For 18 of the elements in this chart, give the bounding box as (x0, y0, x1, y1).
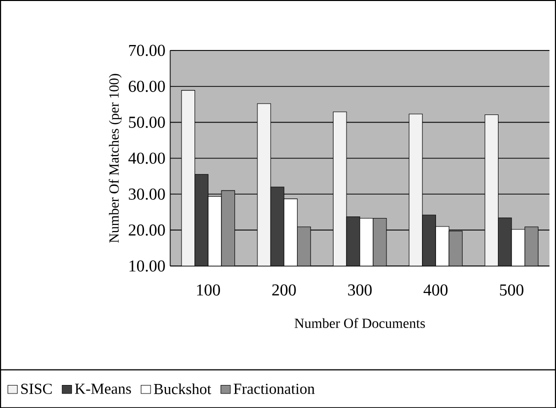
legend-label: K-Means (74, 384, 131, 394)
y-tick-label: 70.00 (129, 44, 165, 56)
x-tick-label: 500 (500, 284, 524, 296)
x-tick-label: 100 (197, 284, 220, 296)
y-tick-label: 40.00 (128, 152, 165, 164)
y-tick-label: 10.00 (130, 260, 165, 272)
legend-label: SISC (21, 384, 52, 394)
y-tick-label: 20.00 (128, 224, 165, 236)
x-tick-label: 200 (272, 284, 296, 296)
legend-label: Buckshot (154, 383, 212, 394)
y-tick-label: 50.00 (129, 116, 165, 128)
x-tick-label: 300 (348, 284, 372, 296)
y-tick-label: 30.00 (128, 188, 165, 200)
y-tick-label: 60.00 (128, 80, 165, 92)
y-axis-title: Number Of Matches (per 100) (108, 74, 122, 243)
x-tick-label: 400 (424, 284, 448, 296)
legend-label: Fractionation (234, 384, 315, 394)
x-axis-title: Number Of Documents (294, 318, 425, 328)
